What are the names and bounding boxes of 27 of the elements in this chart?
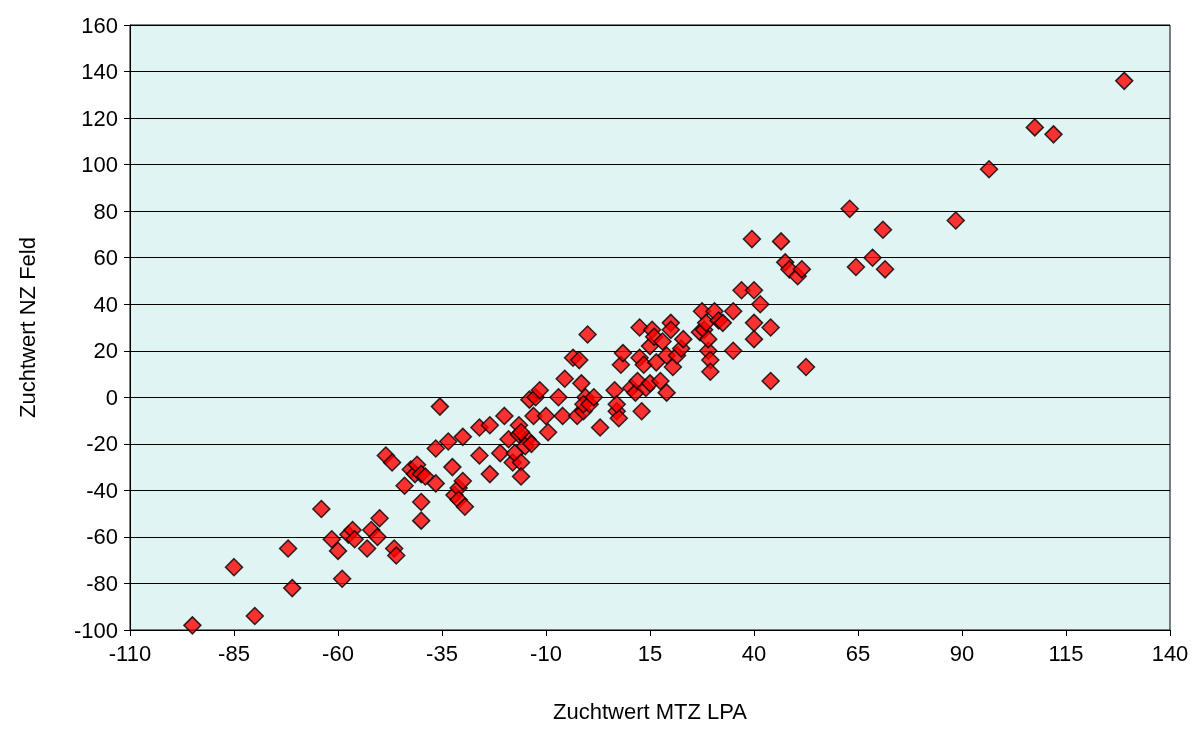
y-tick-label: -20 xyxy=(86,431,118,457)
y-tick-label: -100 xyxy=(73,617,118,643)
x-tick-label: 90 xyxy=(949,640,975,666)
y-tick-label: 80 xyxy=(93,198,118,224)
x-tick-label: 40 xyxy=(741,640,767,666)
y-tick-label: 140 xyxy=(81,59,118,85)
y-tick-label: 160 xyxy=(81,12,118,38)
x-tick-label: 65 xyxy=(845,640,871,666)
x-tick-label: -85 xyxy=(218,640,250,666)
y-tick-label: -80 xyxy=(86,570,118,596)
x-tick-label: -10 xyxy=(530,640,562,666)
x-tick-label: -60 xyxy=(322,640,354,666)
x-axis-title: Zuchtwert MTZ LPA xyxy=(553,698,748,724)
x-tick-label: -35 xyxy=(426,640,458,666)
x-tick-label: 15 xyxy=(637,640,663,666)
x-tick-label: 115 xyxy=(1048,640,1084,666)
y-tick-label: 100 xyxy=(81,152,118,178)
x-tick-label: -110 xyxy=(108,640,152,666)
y-tick-label: -40 xyxy=(86,477,118,503)
y-tick-label: 60 xyxy=(93,245,118,271)
y-axis-title: Zuchtwert NZ Feld xyxy=(14,237,40,418)
y-tick-label: 120 xyxy=(81,105,118,131)
y-tick-label: 40 xyxy=(93,291,118,317)
y-tick-label: 0 xyxy=(105,384,118,410)
y-tick-label: 20 xyxy=(93,338,118,364)
y-tick-label: -60 xyxy=(86,524,118,550)
x-tick-label: 140 xyxy=(1151,640,1189,666)
